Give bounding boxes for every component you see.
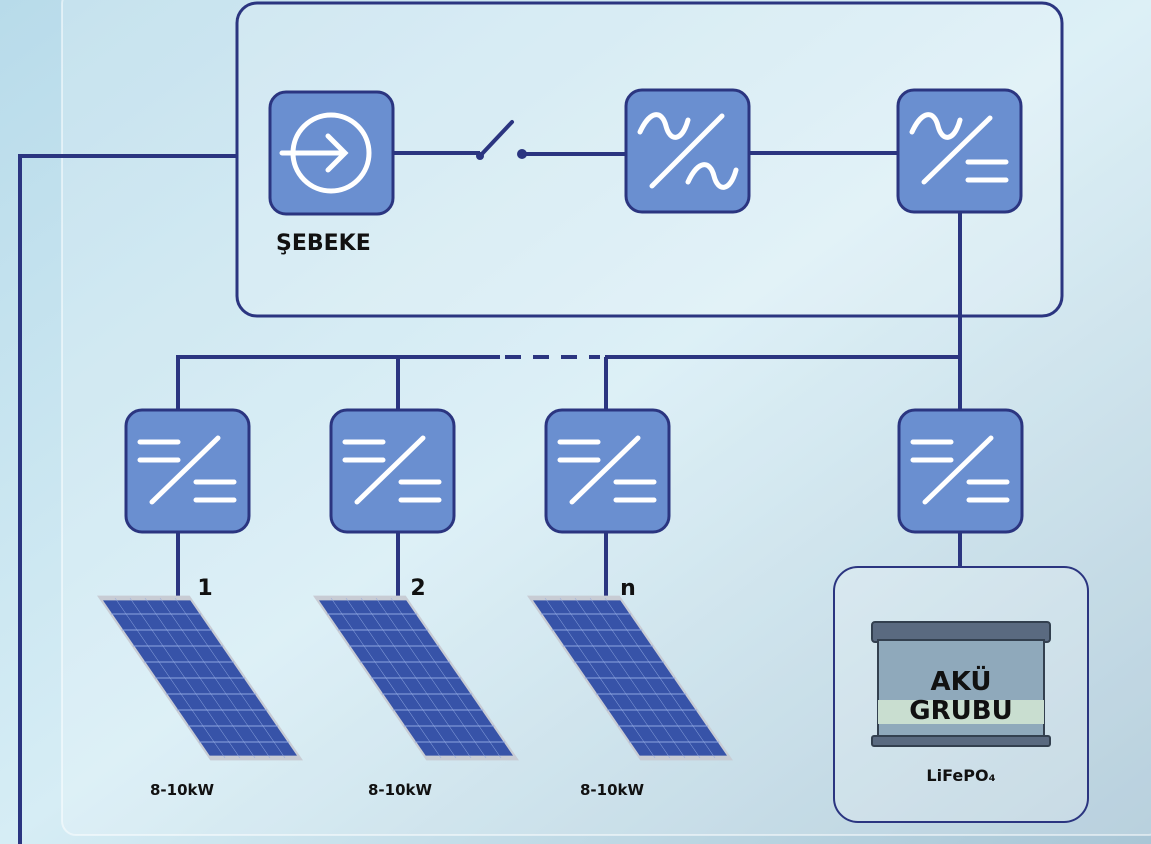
pv-wire	[176, 532, 608, 600]
power-label: 8-10kW	[150, 781, 215, 799]
battery	[871, 621, 1051, 747]
dc-bus	[176, 355, 960, 410]
power-label: 8-10kW	[368, 781, 433, 799]
battery-title: AKÜ	[931, 664, 992, 697]
battery-title: GRUBU	[909, 696, 1012, 726]
string-label: n	[620, 576, 636, 601]
battery-chemistry: LiFePO₄	[926, 766, 995, 785]
grid-wire	[18, 154, 237, 844]
switch-wire	[393, 151, 626, 156]
dc-dc-converter	[899, 410, 1022, 532]
grid-label: ŞEBEKE	[276, 231, 371, 256]
switch-blade	[478, 120, 514, 158]
dc-dc-converter	[331, 410, 454, 532]
grid-arrow	[279, 133, 349, 173]
string-label: 2	[410, 576, 425, 601]
ac-ac-converter	[626, 90, 749, 212]
string-label: 1	[197, 576, 212, 601]
dc-dc-converter	[126, 410, 249, 532]
ac-dc-converter	[898, 90, 1021, 212]
dc-dc-converter	[546, 410, 669, 532]
switch-contact	[517, 149, 527, 159]
switch-pivot	[476, 152, 484, 160]
power-label: 8-10kW	[580, 781, 645, 799]
